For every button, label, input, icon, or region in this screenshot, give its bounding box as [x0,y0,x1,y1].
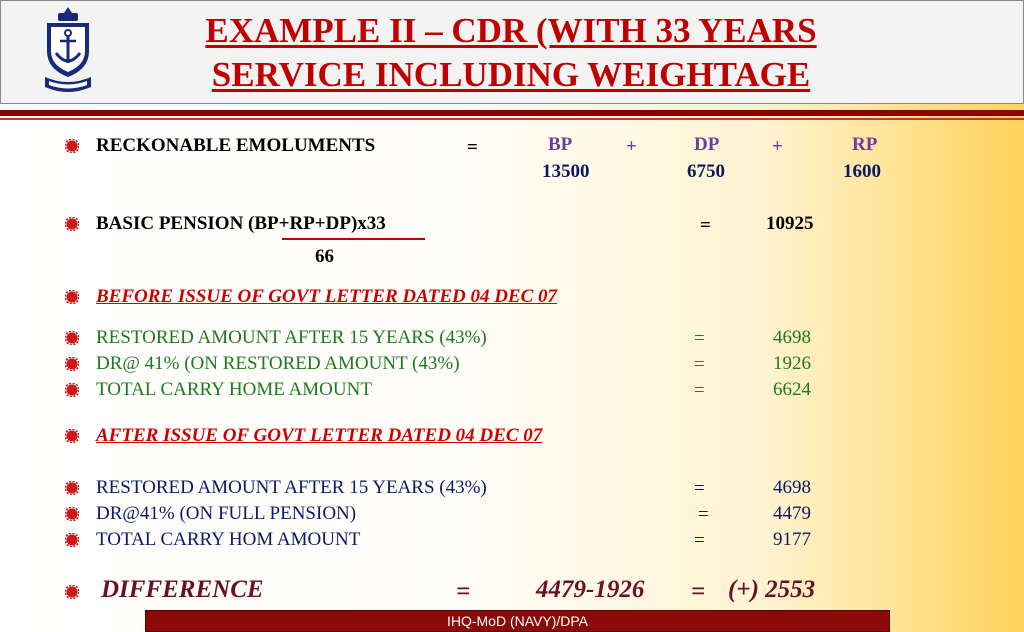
after-row-label: DR@41% (ON FULL PENSION) [96,503,357,524]
header-rule-thin [0,118,1024,120]
title-line-1: EXAMPLE II – CDR (WITH 33 YEARS [205,11,817,50]
before-row-equals: = [694,354,705,375]
difference-equals-1: = [456,578,471,605]
before-row-label: DR@ 41% (ON RESTORED AMOUNT (43%) [96,353,460,374]
gear-bullet-icon [65,331,79,345]
gear-bullet-icon [65,139,79,153]
before-row-equals: = [694,328,705,349]
gear-bullet-icon [65,585,79,599]
gear-bullet-icon [65,357,79,371]
basic-pension-equals: = [700,215,711,236]
footer-bar: IHQ-MoD (NAVY)/DPA [145,610,890,632]
after-row-label: RESTORED AMOUNT AFTER 15 YEARS (43%) [96,477,487,498]
difference-value: (+) 2553 [728,576,816,603]
gear-bullet-icon [65,383,79,397]
gear-bullet-icon [65,290,79,304]
plus-sign-2: + [772,136,783,157]
before-row-label: RESTORED AMOUNT AFTER 15 YEARS (43%) [96,327,487,348]
basic-pension-label: BASIC PENSION (BP+RP+DP)x33 [96,213,386,234]
rp-label: RP [852,134,878,155]
bp-value: 13500 [542,161,590,182]
plus-sign-1: + [626,136,637,157]
bp-label: BP [548,134,573,155]
fraction-line [282,238,425,240]
basic-pension-denominator: 66 [315,246,334,267]
title-bar: EXAMPLE II – CDR (WITH 33 YEARS SERVICE … [0,0,1024,104]
gear-bullet-icon [65,533,79,547]
rp-value: 1600 [843,161,881,182]
difference-label: DIFFERENCE [101,576,264,603]
dp-label: DP [694,134,720,155]
after-row-value: 9177 [773,529,811,550]
emoluments-equals: = [467,137,478,158]
gear-bullet-icon [65,217,79,231]
emoluments-label: RECKONABLE EMOLUMENTS [96,135,376,156]
difference-equals-2: = [691,578,706,605]
gear-bullet-icon [65,507,79,521]
before-row-label: TOTAL CARRY HOME AMOUNT [96,379,372,400]
before-row-value: 6624 [773,379,811,400]
before-row-value: 4698 [773,327,811,348]
after-row-label: TOTAL CARRY HOM AMOUNT [96,529,361,550]
difference-expression: 4479-1926 [536,576,645,603]
footer-text: IHQ-MoD (NAVY)/DPA [446,613,589,629]
before-heading: BEFORE ISSUE OF GOVT LETTER DATED 04 DEC… [96,286,558,307]
after-row-equals: = [694,530,705,551]
after-row-value: 4479 [773,503,811,524]
after-heading: AFTER ISSUE OF GOVT LETTER DATED 04 DEC … [96,425,543,446]
after-row-equals: = [698,504,709,525]
header-rule [0,110,1024,116]
page-title: EXAMPLE II – CDR (WITH 33 YEARS SERVICE … [121,9,901,97]
title-line-2: SERVICE INCLUDING WEIGHTAGE [211,55,811,94]
navy-crest-icon [45,7,91,92]
gear-bullet-icon [65,429,79,443]
before-row-value: 1926 [773,353,811,374]
before-row-equals: = [694,380,705,401]
after-row-equals: = [694,478,705,499]
after-row-value: 4698 [773,477,811,498]
basic-pension-value: 10925 [766,213,814,234]
dp-value: 6750 [687,161,725,182]
gear-bullet-icon [65,481,79,495]
